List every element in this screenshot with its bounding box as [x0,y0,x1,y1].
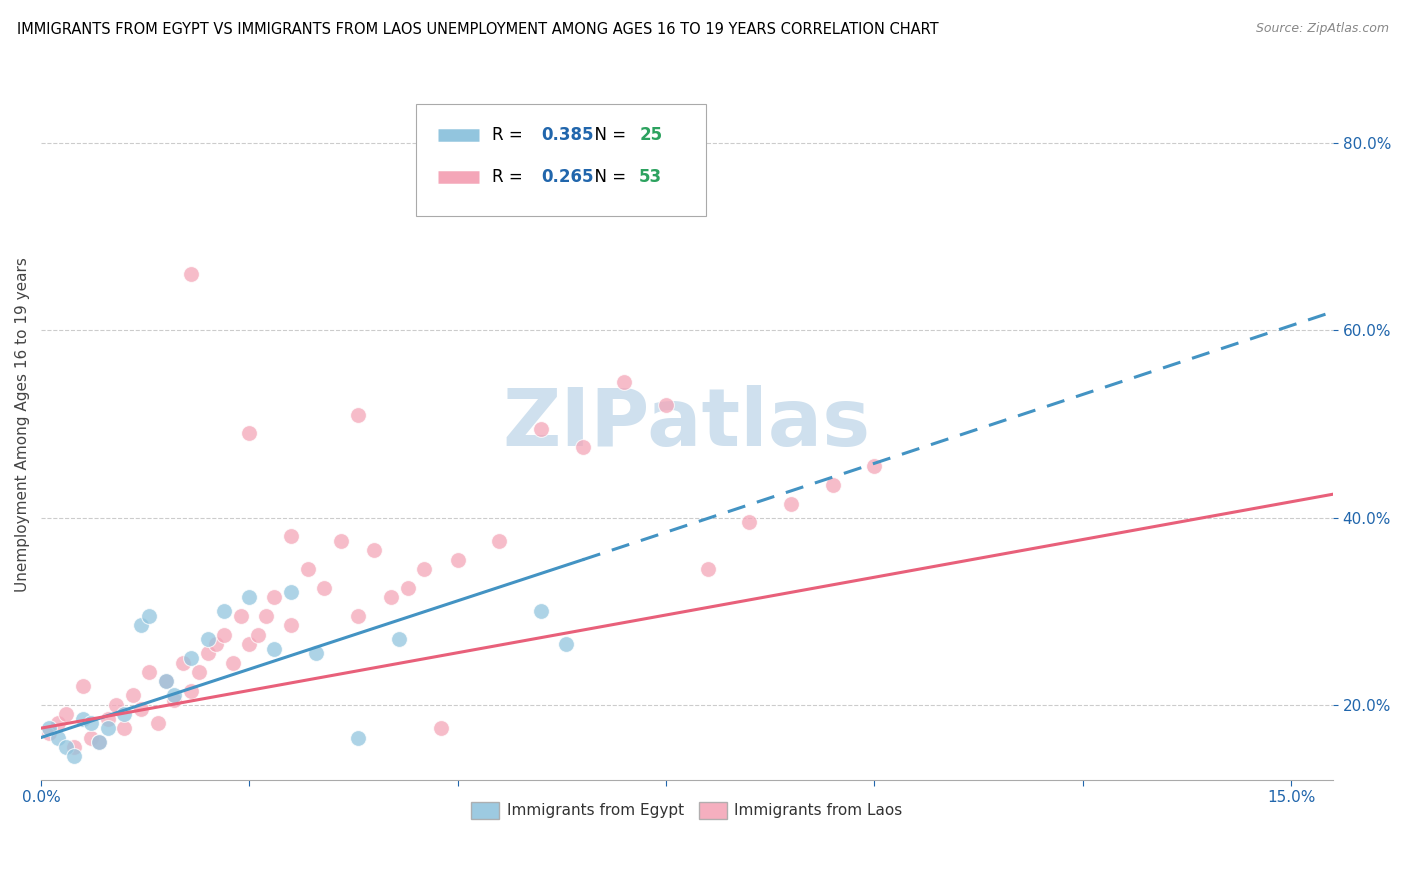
Point [254,608,277,623]
Point [571,441,593,455]
Text: 53: 53 [640,169,662,186]
Point [155,674,177,689]
Point [72,712,94,726]
Point [229,608,252,623]
Point [613,375,636,389]
Point [55,707,77,722]
Text: Source: ZipAtlas.com: Source: ZipAtlas.com [1256,22,1389,36]
Point [280,529,302,543]
Point [555,637,578,651]
Point [38,726,60,740]
Point [63,749,86,764]
Point [246,627,269,641]
Point [80,731,103,745]
Point [80,716,103,731]
Text: IMMIGRANTS FROM EGYPT VS IMMIGRANTS FROM LAOS UNEMPLOYMENT AMONG AGES 16 TO 19 Y: IMMIGRANTS FROM EGYPT VS IMMIGRANTS FROM… [17,22,938,37]
Point [396,581,419,595]
Point [55,739,77,754]
Point [346,608,368,623]
Point [180,268,202,282]
Point [863,459,886,474]
Point [696,562,718,576]
Point [38,721,60,735]
Text: ZIPatlas: ZIPatlas [503,385,872,463]
Point [780,497,803,511]
Point [163,689,186,703]
Point [346,408,368,422]
Point [197,632,219,647]
Point [46,716,69,731]
Point [738,516,761,530]
Point [305,646,328,660]
Point [238,637,260,651]
Point [413,183,436,197]
Point [222,656,245,670]
Point [447,553,470,567]
Point [380,590,402,604]
Point [263,641,285,656]
Point [280,585,302,599]
Point [430,721,453,735]
FancyBboxPatch shape [416,104,706,217]
Point [388,632,411,647]
Point [97,712,120,726]
Text: R =: R = [492,126,527,144]
Point [172,656,194,670]
Point [97,721,120,735]
Point [46,731,69,745]
Point [530,422,553,436]
Point [114,721,136,735]
Point [488,534,510,549]
Point [214,627,236,641]
Point [530,604,553,618]
Y-axis label: Unemployment Among Ages 16 to 19 years: Unemployment Among Ages 16 to 19 years [15,257,30,591]
Point [105,698,128,712]
Point [129,702,152,716]
Point [89,735,111,749]
Point [72,679,94,693]
Point [89,735,111,749]
Point [346,731,368,745]
Point [163,693,186,707]
Point [280,618,302,632]
Text: N =: N = [583,169,631,186]
Point [121,689,143,703]
Point [205,637,228,651]
Point [155,674,177,689]
Point [180,683,202,698]
Text: N =: N = [583,126,631,144]
Point [214,604,236,618]
Point [238,590,260,604]
Text: 0.265: 0.265 [541,169,593,186]
Point [314,581,336,595]
Point [138,608,160,623]
Point [363,543,385,558]
Point [197,646,219,660]
Point [238,426,260,441]
Text: 25: 25 [640,126,662,144]
Point [330,534,353,549]
Point [114,707,136,722]
Point [180,651,202,665]
Point [63,739,86,754]
Point [129,618,152,632]
Point [821,478,844,492]
Text: 0.385: 0.385 [541,126,593,144]
Point [138,665,160,679]
Point [297,562,319,576]
Point [146,716,169,731]
Legend: Immigrants from Egypt, Immigrants from Laos: Immigrants from Egypt, Immigrants from L… [465,796,908,825]
Point [188,665,211,679]
Point [263,590,285,604]
Point [655,398,678,412]
Text: R =: R = [492,169,527,186]
Point [413,562,436,576]
